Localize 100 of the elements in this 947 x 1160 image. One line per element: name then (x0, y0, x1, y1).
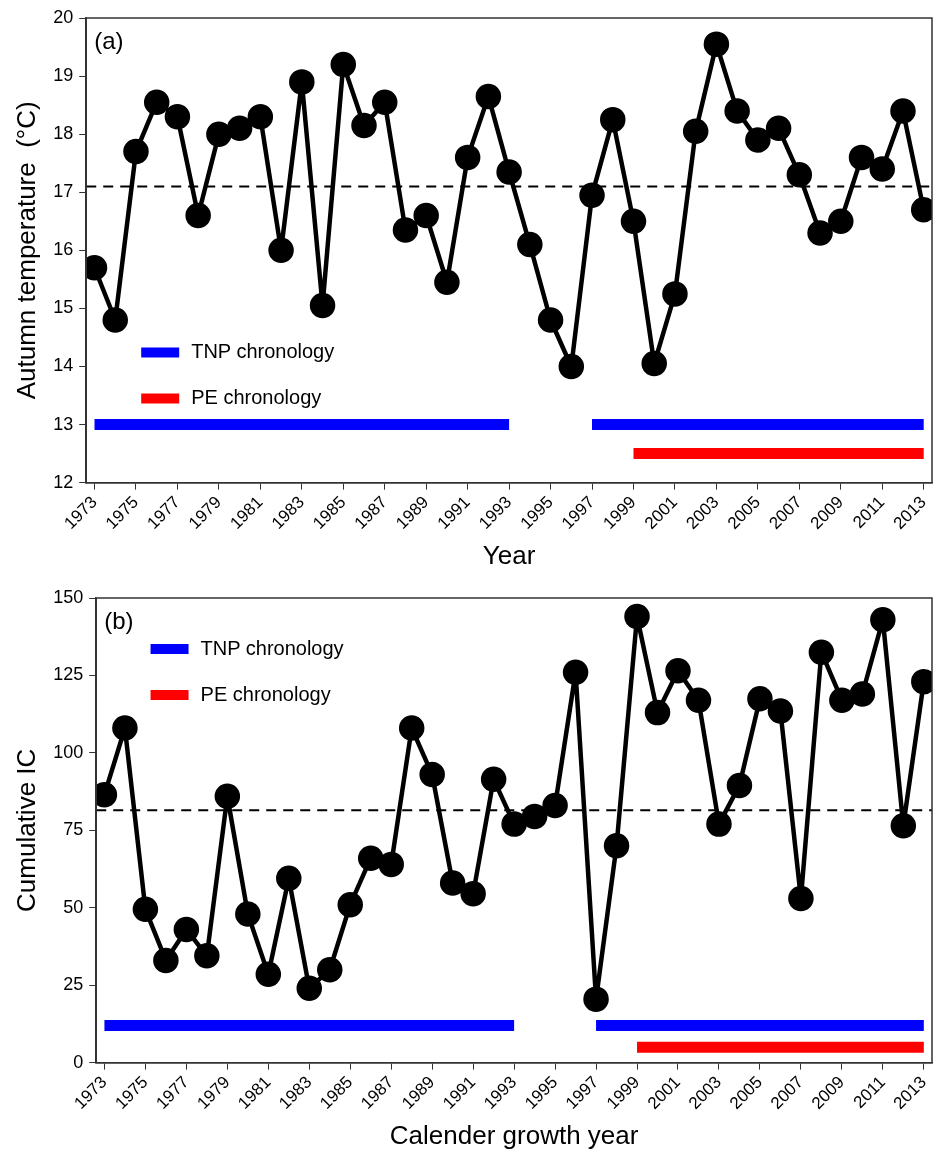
point (662, 281, 688, 307)
point (235, 901, 261, 927)
point (378, 851, 404, 878)
legend-label: TNP chronology (191, 340, 335, 363)
point (309, 292, 336, 319)
legend-label: TNP chronology (200, 636, 344, 659)
y-tick-label: 50 (63, 896, 84, 917)
point (392, 217, 419, 243)
point (480, 766, 507, 792)
point (460, 881, 486, 907)
legend-label: PE chronology (200, 682, 331, 705)
point (132, 896, 159, 923)
point (706, 811, 732, 837)
point (454, 144, 481, 171)
y-tick-label: 0 (73, 1051, 84, 1072)
point (829, 687, 855, 713)
y-tick-label: 100 (53, 741, 84, 762)
point (788, 885, 814, 912)
point (724, 98, 750, 124)
point (665, 658, 691, 684)
point (371, 89, 398, 115)
point (870, 606, 896, 633)
point (337, 891, 363, 918)
y-tick-label: 12 (53, 471, 74, 492)
point (501, 811, 527, 837)
point (767, 698, 794, 724)
y-tick-label: 75 (63, 819, 84, 840)
point (620, 208, 647, 235)
point (289, 69, 315, 95)
point (808, 639, 835, 665)
x-axis-title: Year (482, 539, 536, 570)
point (164, 103, 191, 130)
point (143, 89, 170, 115)
y-tick-label: 25 (63, 974, 84, 995)
y-axis-title: Autumn temperature (°C) (10, 101, 41, 400)
point (351, 112, 377, 139)
point (703, 31, 730, 57)
point (682, 118, 709, 144)
point (848, 144, 875, 171)
y-axis-title: Cumulative IC (10, 748, 41, 912)
point (206, 121, 232, 147)
point (276, 865, 302, 892)
point (583, 986, 609, 1012)
y-tick-label: 17 (53, 181, 74, 202)
point (268, 237, 294, 264)
y-tick-label: 14 (53, 355, 74, 376)
point (603, 833, 630, 859)
point (398, 715, 425, 741)
point (247, 103, 274, 130)
legend-label: PE chronology (191, 386, 322, 409)
y-tick-label: 13 (53, 413, 74, 434)
point (185, 202, 211, 229)
point (869, 156, 895, 182)
point (153, 947, 179, 974)
point (644, 699, 671, 726)
point (112, 715, 138, 741)
point (600, 106, 626, 133)
point (537, 307, 564, 333)
y-tick-label: 16 (53, 239, 74, 260)
point (102, 307, 128, 333)
point (173, 916, 200, 943)
annotation: (b) (104, 606, 134, 634)
point (434, 269, 460, 296)
y-tick-label: 19 (53, 65, 74, 86)
point (624, 603, 650, 630)
point (890, 812, 917, 839)
y-tick-label: 15 (53, 297, 74, 318)
point (745, 127, 771, 153)
point (521, 803, 548, 830)
y-tick-label: 18 (53, 123, 74, 144)
point (542, 792, 568, 819)
y-tick-label: 125 (53, 664, 84, 685)
point (123, 138, 149, 165)
point (330, 51, 357, 78)
point (641, 350, 667, 377)
point (413, 202, 439, 229)
point (317, 956, 343, 983)
point (807, 220, 833, 246)
point (255, 961, 282, 988)
point (296, 975, 323, 1002)
point (765, 115, 792, 142)
point (439, 870, 466, 896)
point (685, 687, 712, 713)
point (517, 231, 543, 258)
point (357, 845, 384, 871)
point (475, 83, 502, 110)
point (726, 772, 753, 799)
annotation: (a) (94, 26, 124, 54)
point (828, 208, 854, 235)
point (214, 783, 241, 809)
point (562, 659, 589, 686)
point (226, 115, 253, 142)
point (496, 159, 522, 185)
point (747, 685, 773, 712)
point (786, 162, 813, 188)
point (419, 761, 445, 788)
y-tick-label: 20 (53, 6, 74, 27)
y-tick-label: 150 (53, 586, 84, 607)
x-axis-title: Calender growth year (389, 1119, 639, 1150)
point (849, 681, 876, 707)
